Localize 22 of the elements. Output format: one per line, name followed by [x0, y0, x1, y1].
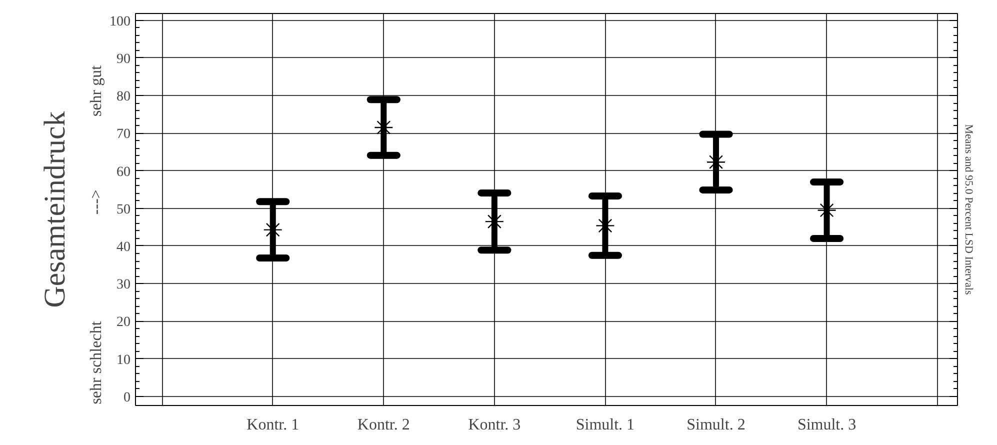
y-tick-label: 0: [124, 390, 130, 406]
x-tick-label: Kontr. 3: [468, 416, 521, 434]
y-axis-title: Gesamteindruck: [38, 111, 72, 308]
text: sehr schlecht: [88, 320, 105, 404]
x-tick-label: Simult. 3: [797, 416, 856, 434]
x-tick-label: Simult. 2: [686, 416, 746, 434]
text: --->: [88, 190, 105, 215]
x-tick-label: Kontr. 2: [357, 416, 410, 434]
y-tick-label: 60: [116, 164, 130, 180]
y-tick-label: 100: [110, 14, 130, 30]
y-tick-label: 50: [116, 202, 130, 218]
y-tick-label: 30: [116, 278, 130, 293]
y-tick-label: 10: [116, 352, 130, 368]
text: Means and 95.0 Percent LSD Intervals: [962, 124, 974, 295]
y-tick-label: 90: [116, 52, 130, 67]
x-tick-label: Kontr. 1: [246, 416, 300, 434]
x-tick-label: Simult. 1: [576, 416, 635, 434]
y-tick-label: 80: [116, 90, 130, 105]
y-tick-label: 40: [116, 240, 130, 255]
text: sehr gut: [88, 64, 105, 117]
y-tick-label: 70: [116, 127, 130, 142]
y-tick-label: 20: [116, 315, 130, 330]
